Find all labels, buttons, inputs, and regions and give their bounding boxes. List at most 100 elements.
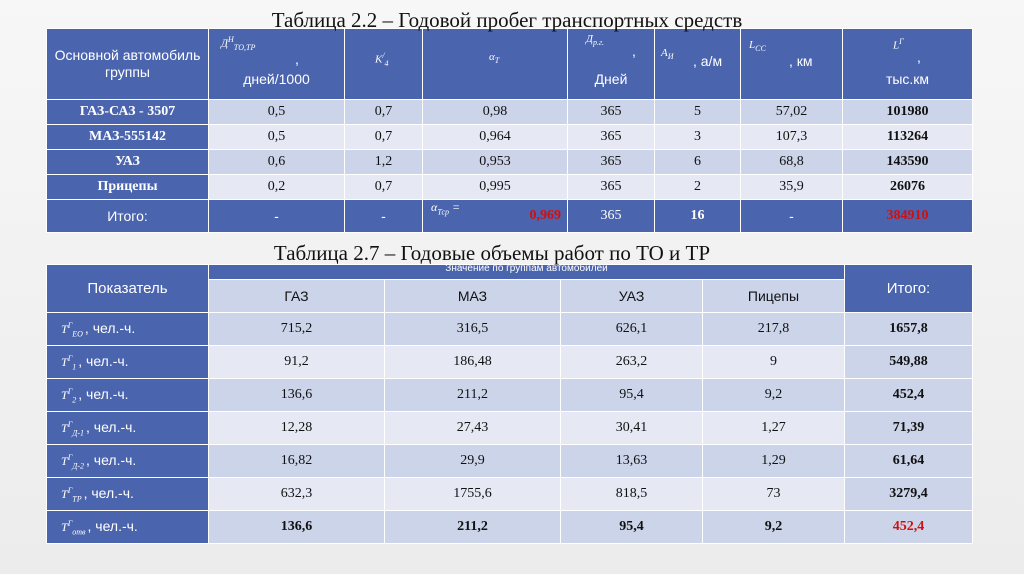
- cell-total: 3279,4: [844, 477, 973, 511]
- cell-uaz: 95,4: [560, 378, 703, 412]
- alpha-tsr-symbol: αТср =: [431, 200, 461, 217]
- cell-maz: 211,2: [384, 378, 561, 412]
- cell-d: 0,6: [208, 149, 345, 175]
- cell-pric: 73: [702, 477, 845, 511]
- cell-lcc: 107,3: [740, 124, 843, 150]
- cell-uaz: 263,2: [560, 345, 703, 379]
- cell-dr: 365: [567, 174, 655, 200]
- row-indicator: TГД-2, чел.-ч.: [46, 444, 209, 478]
- cell-ai: 3: [654, 124, 741, 150]
- cell-pric: 1,29: [702, 444, 845, 478]
- cell-ai: 6: [654, 149, 741, 175]
- total-d: -: [208, 199, 345, 233]
- cell-k: 0,7: [344, 99, 423, 125]
- row-label: ГАЗ-САЗ - 3507: [46, 99, 209, 125]
- table-row: TГотв, чел.-ч. 136,6 211,2 95,4 9,2 452,4: [46, 510, 973, 544]
- cell-total: 1657,8: [844, 312, 973, 346]
- header-main-vehicle: Основной автомобиль группы: [46, 28, 209, 100]
- total-dr: 365: [567, 199, 655, 233]
- cell-maz: 186,48: [384, 345, 561, 379]
- cell-gaz: 136,6: [208, 510, 385, 544]
- table2-header-row: Показатель Значение по группам автомобил…: [46, 264, 973, 313]
- total-lcc: -: [740, 199, 843, 233]
- row-label: МАЗ-555142: [46, 124, 209, 150]
- header-gaz: ГАЗ: [208, 279, 385, 313]
- total-alpha-value: 0,969: [529, 208, 562, 223]
- cell-dr: 365: [567, 149, 655, 175]
- header-alpha-t: αТ: [422, 28, 568, 100]
- unit-label: , чел.-ч.: [78, 385, 129, 402]
- table1-total-row: Итого: - - αТср = 0,969 365 16 - 384910: [46, 199, 973, 233]
- table-row: TГЕО, чел.-ч. 715,2 316,5 626,1 217,8 1657,8: [46, 312, 973, 346]
- table-row: TГ2, чел.-ч. 136,6 211,2 95,4 9,2 452,4: [46, 378, 973, 412]
- header-lg: LГ, тыс.км: [842, 28, 973, 100]
- cell-uaz: 13,63: [560, 444, 703, 478]
- table-row: МАЗ-555142 0,5 0,7 0,964 365 3 107,3 113…: [46, 124, 973, 150]
- lg-symbol: LГ: [893, 37, 904, 52]
- cell-alpha: 0,98: [422, 99, 568, 125]
- table1-caption: Таблица 2.2 – Годовой пробег транспортны…: [271, 8, 743, 32]
- cell-dr: 365: [567, 99, 655, 125]
- cell-lg: 113264: [842, 124, 973, 150]
- row-indicator: TГТР, чел.-ч.: [46, 477, 209, 511]
- cell-dr: 365: [567, 124, 655, 150]
- unit-label: , чел.-ч.: [86, 451, 137, 468]
- unit-label: , чел.-ч.: [86, 418, 137, 435]
- total-alpha-cell: αТср = 0,969: [422, 199, 568, 233]
- cell-lcc: 57,02: [740, 99, 843, 125]
- cell-lcc: 68,8: [740, 149, 843, 175]
- cell-maz: 27,43: [384, 411, 561, 445]
- table-row: TГ1, чел.-ч. 91,2 186,48 263,2 9 549,88: [46, 345, 973, 379]
- header-d-rg: Др.г., Дней: [567, 28, 655, 100]
- cell-ai: 5: [654, 99, 741, 125]
- cell-d: 0,5: [208, 124, 345, 150]
- table-row: ГАЗ-САЗ - 3507 0,5 0,7 0,98 365 5 57,02 …: [46, 99, 973, 125]
- cell-total: 452,4: [844, 510, 973, 544]
- work-volume-symbol: TГ1: [61, 353, 77, 372]
- mileage-table: Основной автомобиль группы ДНТО,ТР, дней/…: [46, 28, 973, 233]
- work-volume-symbol: TГ2: [61, 386, 77, 405]
- cell-pric: 1,27: [702, 411, 845, 445]
- header-k4: К/4: [344, 28, 423, 100]
- row-label: Прицепы: [46, 174, 209, 200]
- row-label: УАЗ: [46, 149, 209, 175]
- cell-lg: 143590: [842, 149, 973, 175]
- cell-total: 61,64: [844, 444, 973, 478]
- cell-pric: 9,2: [702, 510, 845, 544]
- cell-d: 0,2: [208, 174, 345, 200]
- cell-k: 0,7: [344, 124, 423, 150]
- cell-uaz: 30,41: [560, 411, 703, 445]
- header-maz: МАЗ: [384, 279, 561, 313]
- table1-header-row: Основной автомобиль группы ДНТО,ТР, дней/…: [46, 28, 973, 100]
- header-group: Значение по группам автомобилей: [208, 264, 845, 280]
- row-indicator: TГ1, чел.-ч.: [46, 345, 209, 379]
- row-indicator: TГЕО, чел.-ч.: [46, 312, 209, 346]
- cell-alpha: 0,995: [422, 174, 568, 200]
- cell-pric: 217,8: [702, 312, 845, 346]
- table2-subheader-row: ГАЗ МАЗ УАЗ Пицепы: [47, 279, 973, 313]
- cell-k: 1,2: [344, 149, 423, 175]
- row-indicator: TГД-1, чел.-ч.: [46, 411, 209, 445]
- table-row: TГД-1, чел.-ч. 12,28 27,43 30,41 1,27 71,39: [46, 411, 973, 445]
- header-lcc: LСС, км: [740, 28, 843, 100]
- table-row: Прицепы 0,2 0,7 0,995 365 2 35,9 26076: [46, 174, 973, 200]
- d-rg-symbol: Др.г.: [586, 33, 605, 48]
- lcc-symbol: LСС: [749, 39, 766, 54]
- cell-gaz: 715,2: [208, 312, 385, 346]
- header-uaz: УАЗ: [560, 279, 703, 313]
- table-row: TГД-2, чел.-ч. 16,82 29,9 13,63 1,29 61,64: [46, 444, 973, 478]
- cell-maz: 316,5: [384, 312, 561, 346]
- work-volume-table: Показатель Значение по группам автомобил…: [46, 264, 973, 544]
- unit-label: , чел.-ч.: [84, 319, 136, 336]
- cell-maz: 211,2: [384, 510, 561, 544]
- cell-lg: 101980: [842, 99, 973, 125]
- header-indicator: Показатель: [46, 264, 209, 313]
- cell-pric: 9,2: [702, 378, 845, 412]
- cell-lcc: 35,9: [740, 174, 843, 200]
- cell-uaz: 818,5: [560, 477, 703, 511]
- cell-maz: 1755,6: [384, 477, 561, 511]
- work-volume-symbol: TГД-1: [61, 419, 85, 438]
- cell-gaz: 136,6: [208, 378, 385, 412]
- cell-gaz: 12,28: [208, 411, 385, 445]
- row-indicator: TГ2, чел.-ч.: [46, 378, 209, 412]
